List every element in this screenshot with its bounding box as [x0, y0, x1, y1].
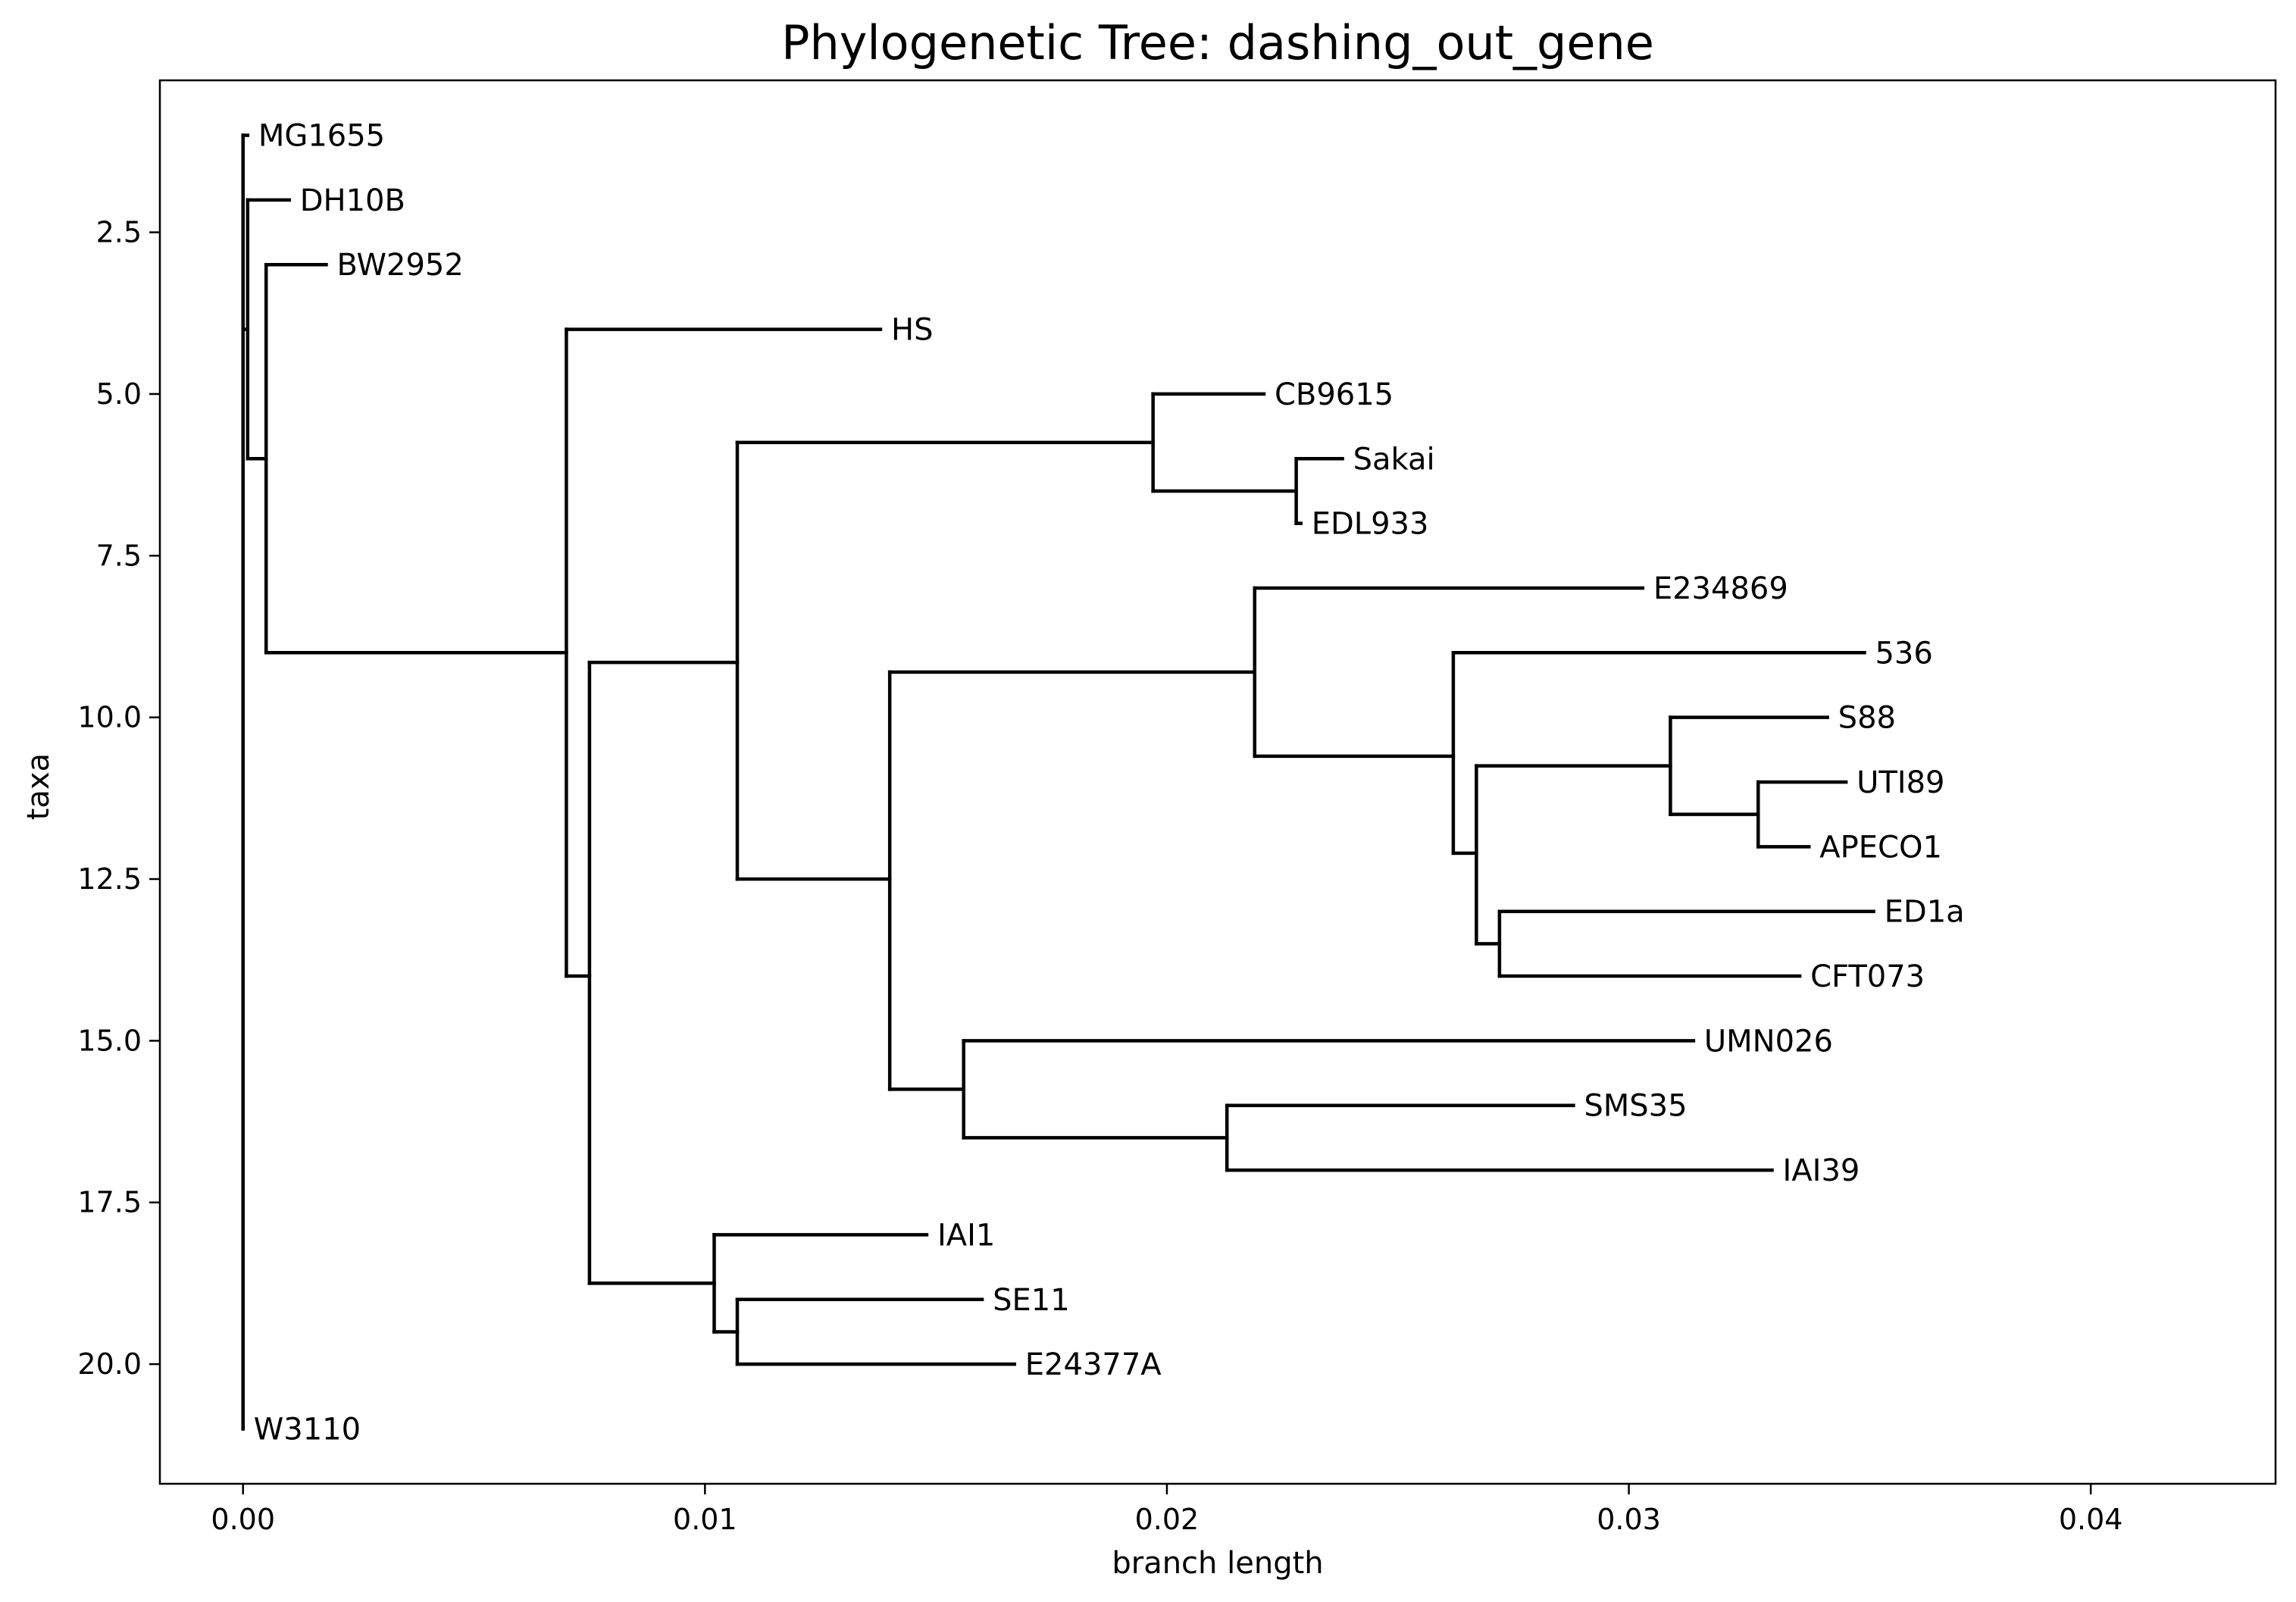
- y-tick-label: 12.5: [77, 862, 142, 896]
- leaf-label-CFT073: CFT073: [1810, 959, 1925, 994]
- leaf-label-E24377A: E24377A: [1025, 1347, 1162, 1382]
- leaf-label-HS: HS: [891, 313, 933, 348]
- chart-title: Phylogenetic Tree: dashing_out_gene: [781, 15, 1654, 70]
- x-tick-label: 0.04: [2059, 1503, 2123, 1536]
- leaf-label-IAI1: IAI1: [937, 1218, 995, 1253]
- leaf-label-S88: S88: [1838, 701, 1896, 736]
- leaf-label-UMN026: UMN026: [1704, 1024, 1833, 1059]
- y-tick-label: 7.5: [96, 539, 142, 572]
- leaf-label-CB9615: CB9615: [1275, 377, 1394, 412]
- y-tick-label: 2.5: [96, 216, 142, 249]
- leaf-label-APECO1: APECO1: [1819, 830, 1942, 865]
- y-tick-label: 10.0: [77, 701, 142, 734]
- y-tick-label: 17.5: [77, 1186, 142, 1219]
- y-tick-label: 20.0: [77, 1347, 142, 1381]
- leaf-label-Sakai: Sakai: [1353, 442, 1435, 477]
- leaf-label-IAI39: IAI39: [1783, 1153, 1860, 1188]
- leaf-label-ED1a: ED1a: [1885, 895, 1965, 930]
- leaf-label-DH10B: DH10B: [300, 183, 405, 218]
- y-tick-label: 15.0: [77, 1024, 142, 1057]
- x-tick-label: 0.02: [1135, 1503, 1200, 1536]
- leaf-label-UTI89: UTI89: [1857, 765, 1944, 800]
- leaf-label-536: 536: [1875, 636, 1932, 671]
- leaf-label-SMS35: SMS35: [1584, 1089, 1687, 1124]
- x-axis-ticks: 0.00 0.01 0.02 0.03 0.04: [211, 1484, 2122, 1536]
- leaf-label-MG1655: MG1655: [258, 119, 385, 154]
- leaf-label-BW2952: BW2952: [336, 248, 463, 283]
- leaf-label-E234869: E234869: [1653, 571, 1788, 606]
- leaf-label-EDL933: EDL933: [1312, 507, 1429, 542]
- plot-area-frame: [158, 79, 2277, 1485]
- leaf-label-W3110: W3110: [254, 1412, 361, 1447]
- leaf-label-SE11: SE11: [993, 1283, 1070, 1318]
- x-tick-label: 0.01: [673, 1503, 737, 1536]
- y-axis-label: taxa: [21, 753, 56, 820]
- y-tick-label: 5.0: [96, 377, 142, 411]
- x-tick-label: 0.00: [211, 1503, 275, 1536]
- y-axis-ticks: 2.5 5.0 7.5 10.0 12.5 15.0 17.5 20.0: [77, 216, 160, 1381]
- leaf-labels: MG1655 DH10B BW2952 HS CB9615 Sakai EDL933 E234…: [254, 119, 1965, 1447]
- x-axis-label: branch length: [1112, 1546, 1323, 1581]
- x-tick-label: 0.03: [1597, 1503, 1661, 1536]
- tree-branches: [241, 133, 1875, 1431]
